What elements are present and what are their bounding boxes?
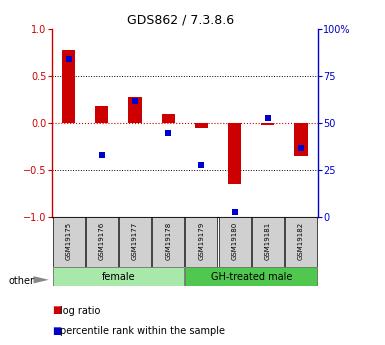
Bar	[261, 123, 275, 125]
Text: GSM19177: GSM19177	[132, 222, 138, 260]
Bar	[295, 123, 308, 156]
Bar	[228, 123, 241, 185]
Bar	[219, 217, 251, 267]
Text: GSM19179: GSM19179	[198, 222, 204, 260]
Text: log ratio: log ratio	[60, 306, 100, 315]
Bar	[128, 97, 142, 123]
Polygon shape	[33, 276, 49, 284]
Text: GSM19180: GSM19180	[232, 222, 238, 260]
Bar	[186, 267, 317, 286]
Text: GSM19182: GSM19182	[298, 222, 304, 260]
Text: percentile rank within the sample: percentile rank within the sample	[60, 326, 225, 336]
Text: ■: ■	[52, 326, 61, 336]
Bar	[186, 217, 218, 267]
Text: GH-treated male: GH-treated male	[211, 272, 292, 282]
Text: GSM19176: GSM19176	[99, 222, 105, 260]
Bar	[252, 217, 284, 267]
Text: GDS862 / 7.3.8.6: GDS862 / 7.3.8.6	[127, 14, 234, 27]
Text: other: other	[8, 276, 35, 286]
Bar	[62, 50, 75, 123]
Bar	[95, 106, 109, 123]
Text: ■: ■	[52, 306, 61, 315]
Text: GSM19178: GSM19178	[165, 222, 171, 260]
Bar	[119, 217, 151, 267]
Bar	[53, 267, 184, 286]
Bar	[285, 217, 317, 267]
Text: GSM19181: GSM19181	[265, 222, 271, 260]
Bar	[195, 123, 208, 128]
Bar	[152, 217, 184, 267]
Bar	[162, 114, 175, 123]
Bar	[53, 217, 85, 267]
Text: GSM19175: GSM19175	[65, 222, 72, 260]
Bar	[86, 217, 118, 267]
Text: female: female	[102, 272, 135, 282]
